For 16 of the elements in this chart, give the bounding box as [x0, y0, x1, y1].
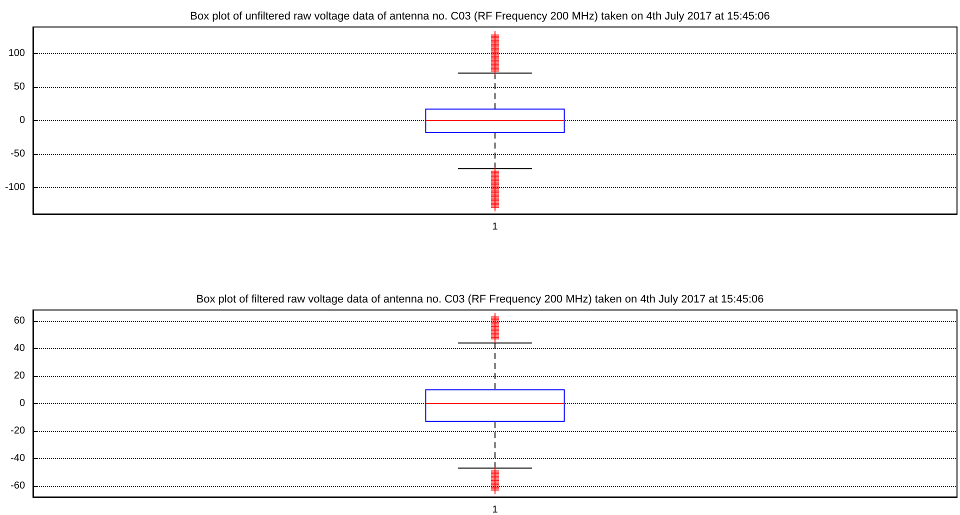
y-tick-label: 100 — [8, 48, 26, 60]
chart-title: Box plot of filtered raw voltage data of antenna no. C03 (RF Frequency 200 MHz) taken on 4th July 2017 at 15:45:06 — [196, 294, 764, 306]
y-tick-label: 40 — [14, 343, 26, 354]
y-tick-label: -100 — [4, 182, 26, 193]
y-tick-label: -40 — [10, 453, 26, 464]
y-tick-label: -60 — [10, 480, 26, 492]
y-tick-label: 50 — [14, 82, 26, 93]
y-tick-label: -20 — [10, 426, 26, 436]
y-tick-label: 0 — [19, 115, 26, 126]
y-tick-label: 0 — [19, 398, 26, 409]
y-tick-label: -50 — [10, 148, 26, 160]
chart-title: Box plot of unfiltered raw voltage data of antenna no. C03 (RF Frequency 200 MHz) taken on 4th July 2017 at 15:45:06 — [190, 10, 770, 22]
x-tick-label: 1 — [492, 504, 498, 515]
y-tick-label: 20 — [14, 370, 26, 382]
y-tick-label: 60 — [14, 316, 26, 326]
x-tick-label: 1 — [492, 222, 498, 232]
